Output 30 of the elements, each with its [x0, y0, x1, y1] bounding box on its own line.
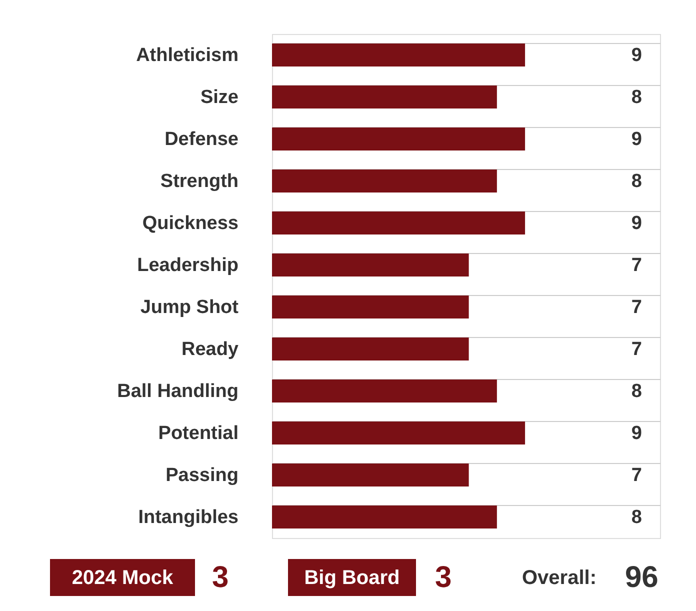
data-label: 7 [631, 255, 642, 276]
y-tick-label: Potential [158, 423, 238, 444]
data-label: 9 [631, 423, 642, 444]
data-label: 7 [631, 297, 642, 318]
text: Overall: [522, 567, 596, 589]
y-tick-label: Quickness [142, 213, 238, 234]
y-tick-label: Intangibles [138, 507, 238, 528]
text: 2024 Mock [72, 567, 174, 589]
data-label: 9 [631, 45, 642, 66]
y-tick-label: Ball Handling [117, 381, 238, 402]
y-tick-label: Size [200, 87, 238, 108]
data-label: 8 [631, 87, 642, 108]
y-tick-label: Ready [181, 339, 239, 360]
y-tick-label: Jump Shot [140, 297, 240, 318]
y-tick-label: Passing [166, 465, 238, 486]
y-tick-label: Strength [160, 171, 238, 192]
data-label: 8 [631, 381, 642, 402]
data-label: 8 [631, 171, 642, 192]
data-label: 8 [631, 507, 642, 528]
text: Big Board [304, 567, 400, 589]
y-tick-label: Defense [164, 129, 238, 150]
y-tick-label: Leadership [137, 255, 238, 276]
data-label: 9 [631, 213, 642, 234]
data-label: 7 [631, 339, 642, 360]
text: 96 [625, 561, 658, 594]
y-tick-label: Athleticism [136, 45, 238, 66]
text: 3 [435, 561, 452, 594]
data-label: 9 [631, 129, 642, 150]
text: 3 [212, 561, 229, 594]
data-label: 7 [631, 465, 642, 486]
